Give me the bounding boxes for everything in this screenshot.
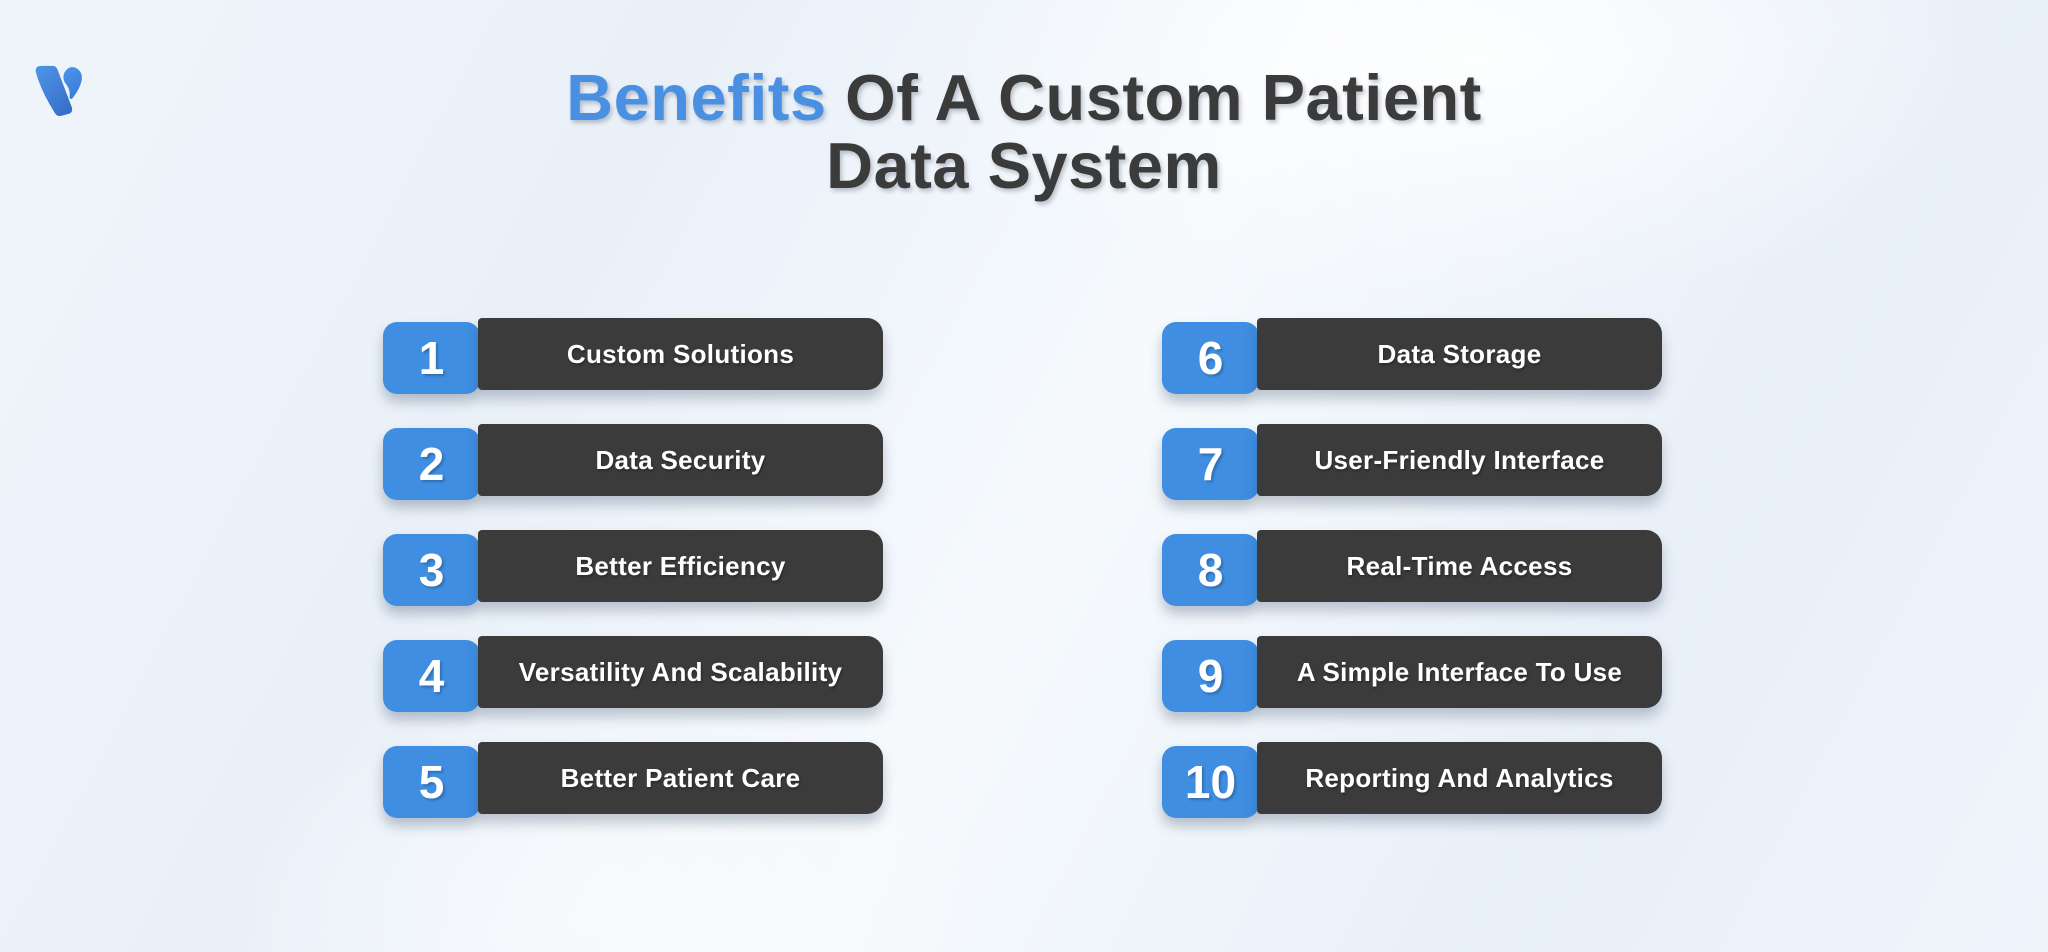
benefit-number-badge: 5 [383,746,480,818]
benefit-number-badge: 7 [1162,428,1259,500]
benefit-label: Better Efficiency [575,550,786,581]
benefit-bar: A Simple Interface To Use [1257,636,1662,708]
benefit-bar: Better Efficiency [478,530,883,602]
benefit-row-8: Real-Time Access 8 [1162,530,1662,606]
benefit-row-6: Data Storage 6 [1162,318,1662,394]
benefit-label: A Simple Interface To Use [1296,656,1623,687]
benefit-number-badge: 1 [383,322,480,394]
benefit-label: Data Storage [1377,338,1542,369]
benefit-bar: Real-Time Access [1257,530,1662,602]
benefit-row-5: Better Patient Care 5 [383,742,883,818]
v-brand-logo-icon [35,65,82,117]
benefit-bar: Custom Solutions [478,318,883,390]
benefit-bar: Data Storage [1257,318,1662,390]
benefit-number-badge: 6 [1162,322,1259,394]
benefit-row-4: Versatility And Scalability 4 [383,636,883,712]
title-rest: Of A Custom Patient [826,61,1482,134]
benefit-row-10: Reporting And Analytics 10 [1162,742,1662,818]
benefit-label: Custom Solutions [566,338,795,369]
benefits-column-right: Data Storage 6 User-Friendly Interface 7… [1162,318,1662,848]
benefit-number-badge: 2 [383,428,480,500]
benefit-number-badge: 8 [1162,534,1259,606]
benefit-number-badge: 10 [1162,746,1259,818]
benefit-number: 8 [1197,544,1224,596]
benefit-number-badge: 3 [383,534,480,606]
benefit-row-1: Custom Solutions 1 [383,318,883,394]
benefit-row-9: A Simple Interface To Use 9 [1162,636,1662,712]
benefit-bar: Versatility And Scalability [478,636,883,708]
benefit-number: 2 [418,438,445,490]
benefit-label: Better Patient Care [560,762,801,793]
benefit-row-2: Data Security 2 [383,424,883,500]
benefit-label: User-Friendly Interface [1314,444,1605,475]
benefit-label: Real-Time Access [1346,550,1573,581]
page-title: Benefits Of A Custom Patient Data System [0,61,2048,203]
benefit-number: 7 [1197,438,1224,490]
benefit-bar: Data Security [478,424,883,496]
benefit-label: Versatility And Scalability [518,656,843,687]
logo-left-stroke [35,65,73,117]
benefit-bar: Reporting And Analytics [1257,742,1662,814]
benefit-number-badge: 4 [383,640,480,712]
title-highlight: Benefits [566,61,827,134]
benefits-column-left: Custom Solutions 1 Data Security 2 Bette… [383,318,883,848]
benefit-label: Data Security [595,444,766,475]
benefit-row-3: Better Efficiency 3 [383,530,883,606]
benefit-number: 10 [1184,756,1237,808]
benefit-label: Reporting And Analytics [1305,762,1614,793]
benefit-number: 9 [1197,650,1224,702]
benefit-bar: User-Friendly Interface [1257,424,1662,496]
benefit-number-badge: 9 [1162,640,1259,712]
benefit-row-7: User-Friendly Interface 7 [1162,424,1662,500]
benefit-number: 5 [418,756,445,808]
title-line2: Data System [826,129,1222,203]
benefit-number: 3 [418,544,445,596]
benefit-number: 6 [1197,332,1224,384]
benefit-number: 4 [418,650,445,702]
logo-teardrop [63,66,82,99]
benefit-bar: Better Patient Care [478,742,883,814]
benefit-number: 1 [418,332,445,384]
